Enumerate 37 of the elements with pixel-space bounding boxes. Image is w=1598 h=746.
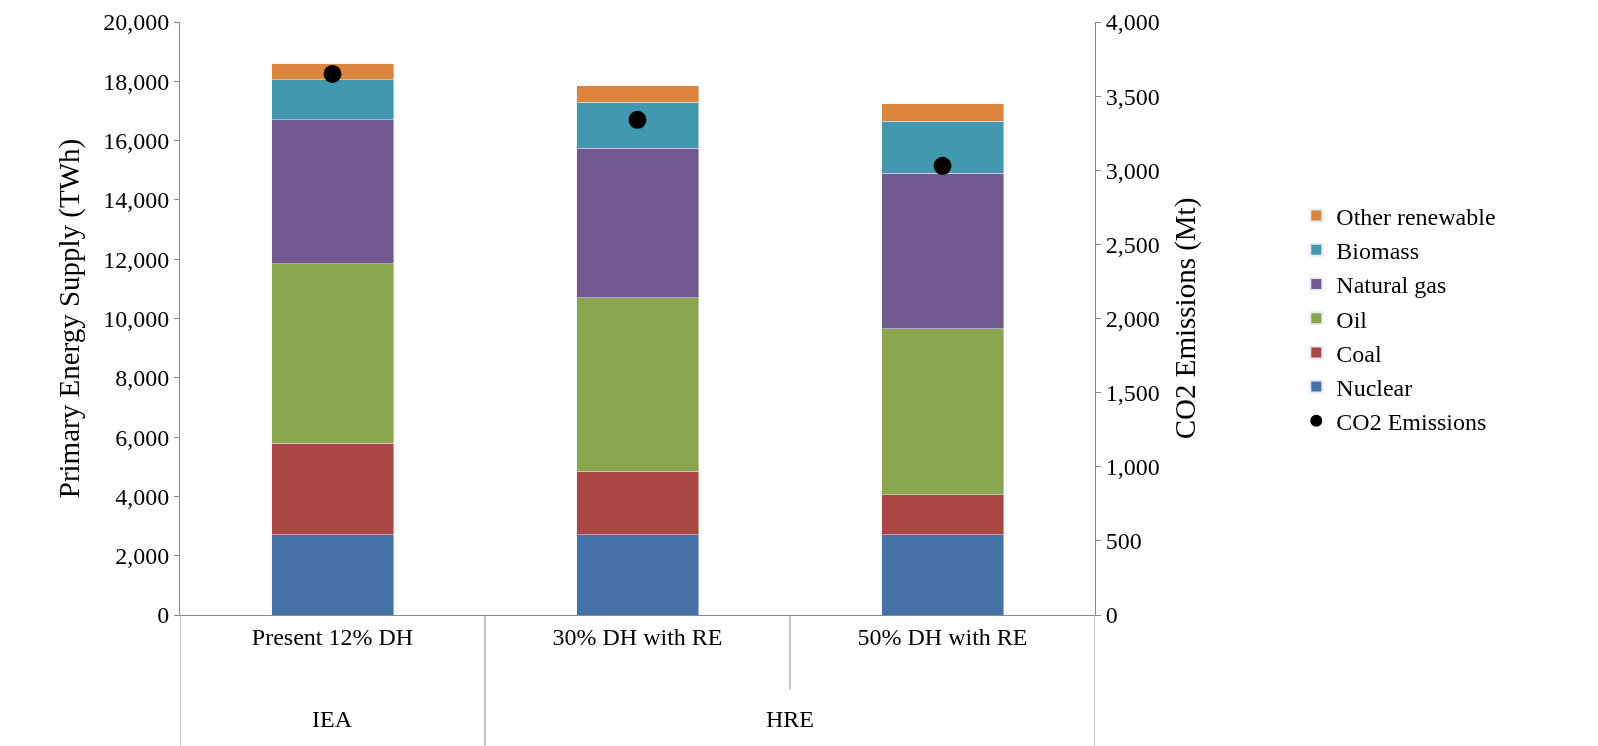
point bbox=[628, 110, 647, 129]
y-tick-label: 18,000 bbox=[103, 68, 170, 95]
y2-axis-title: CO2 Emissions (Mt) bbox=[1168, 197, 1202, 440]
y-tick-label: 12,000 bbox=[103, 246, 170, 273]
y-tick-label: 0 bbox=[157, 602, 170, 629]
legend-label: Other renewable bbox=[1336, 203, 1496, 230]
y2-tick-label: 4,000 bbox=[1105, 9, 1160, 36]
y-tick-label: 14,000 bbox=[103, 187, 170, 214]
y-tick-label: 16,000 bbox=[103, 128, 170, 154]
y-tick-label: 10,000 bbox=[103, 305, 170, 332]
y2-tick-label: 3,500 bbox=[1105, 83, 1160, 110]
y-tick-label: 20,000 bbox=[103, 9, 170, 36]
x-tick-label: 50% DH with RE bbox=[857, 623, 1028, 650]
point bbox=[323, 64, 342, 83]
legend-label: Biomass bbox=[1336, 238, 1419, 265]
legend-label: Oil bbox=[1336, 306, 1368, 333]
y2-tick-label: 2,500 bbox=[1105, 231, 1160, 258]
x-tick-label: Present 12% DH bbox=[251, 623, 414, 650]
text: IEA bbox=[312, 706, 353, 732]
y-axis-title: Primary Energy Supply (TWh) bbox=[52, 138, 86, 499]
y2-tick-label: 1,500 bbox=[1105, 380, 1160, 407]
y-tick-label: 8,000 bbox=[115, 365, 170, 392]
y-tick-label: 2,000 bbox=[115, 543, 170, 570]
legend-label: Coal bbox=[1336, 340, 1382, 367]
y2-tick-label: 500 bbox=[1105, 528, 1142, 555]
y2-tick-label: 1,000 bbox=[1105, 454, 1160, 481]
y2-tick-label: 3,000 bbox=[1105, 157, 1160, 184]
legend-label: CO2 Emissions bbox=[1336, 409, 1487, 436]
legend-label: Nuclear bbox=[1336, 374, 1413, 401]
y-tick-label: 6,000 bbox=[115, 424, 170, 451]
x-tick-label: 30% DH with RE bbox=[552, 623, 723, 650]
y2-tick-label: 2,000 bbox=[1105, 305, 1160, 332]
legend-label: Natural gas bbox=[1336, 272, 1447, 299]
point bbox=[933, 156, 952, 175]
y2-tick-label: 0 bbox=[1105, 602, 1118, 629]
text: HRE bbox=[766, 706, 814, 732]
y-tick-label: 4,000 bbox=[115, 483, 170, 510]
